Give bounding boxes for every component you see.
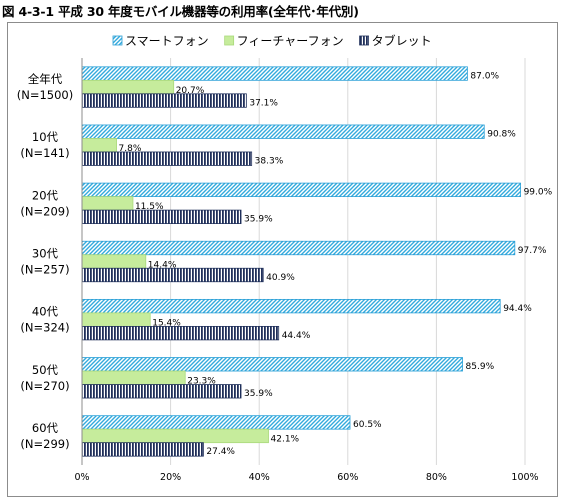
- x-tick-label: 20%: [160, 472, 181, 483]
- data-label: 44.4%: [282, 331, 311, 341]
- data-label: 27.4%: [206, 447, 235, 457]
- bar: [81, 312, 151, 327]
- bar: [81, 93, 247, 108]
- category-label: 10代: [32, 130, 59, 144]
- legend-label: フィーチャーフォン: [237, 34, 344, 48]
- x-tick-label: 100%: [511, 472, 538, 483]
- data-label: 23.3%: [187, 377, 216, 387]
- axes: 0% 20% 40% 60% 80% 100% 全年代 (N=1500) 10代 (N=141) 2…: [17, 58, 539, 483]
- bar: [81, 66, 468, 81]
- data-label: 97.7%: [518, 246, 547, 256]
- gridlines: [170, 58, 526, 465]
- data-label: 35.9%: [244, 215, 273, 225]
- legend-swatch: [224, 35, 235, 46]
- category-label: 50代: [32, 363, 59, 377]
- category-sublabel: (N=299): [20, 437, 69, 451]
- chart-frame: [7, 22, 558, 497]
- legend-swatch: [359, 35, 369, 46]
- bar: [81, 79, 175, 95]
- bar: [81, 209, 242, 225]
- x-tick-label: 0%: [74, 472, 89, 483]
- category-sublabel: (N=324): [20, 321, 69, 335]
- bar: [81, 151, 253, 166]
- legend: スマートフォン フィーチャーフォン タブレット: [112, 33, 432, 48]
- data-label: 35.9%: [244, 389, 273, 399]
- category-sublabel: (N=270): [20, 379, 69, 393]
- data-label: 90.8%: [487, 129, 516, 139]
- data-label: 15.4%: [152, 318, 181, 328]
- category-label: 全年代: [28, 72, 63, 86]
- data-label: 14.4%: [148, 260, 177, 270]
- data-label: 40.9%: [266, 273, 295, 283]
- category-label: 20代: [32, 188, 59, 202]
- category-sublabel: (N=141): [20, 146, 69, 160]
- data-label: 7.8%: [119, 144, 142, 154]
- bar: [81, 357, 463, 372]
- bars: 87.0% 20.7% 37.1% 90.8% 7.8% 38.3% 99.0% 11.5% 3…: [81, 66, 553, 457]
- bar: [81, 298, 501, 314]
- bar: [81, 384, 242, 399]
- bar: [81, 240, 516, 256]
- data-label: 37.1%: [249, 98, 278, 108]
- category-sublabel: (N=1500): [17, 88, 73, 102]
- data-label: 94.4%: [503, 304, 532, 314]
- bar: [81, 370, 186, 385]
- data-label: 85.9%: [466, 362, 495, 372]
- bar: [81, 267, 264, 283]
- data-label: 20.7%: [176, 86, 205, 96]
- data-label: 11.5%: [135, 202, 164, 212]
- bar: [81, 138, 117, 153]
- data-label: 99.0%: [524, 188, 553, 198]
- legend-label: タブレット: [372, 33, 432, 48]
- data-label: 60.5%: [353, 420, 382, 430]
- category-label: 60代: [32, 421, 59, 435]
- bar: [81, 442, 204, 457]
- figure-title: 図 4-3-1 平成 30 年度モバイル機器等の利用率(全年代･年代別): [2, 4, 359, 19]
- x-tick-label: 80%: [426, 472, 447, 483]
- category-sublabel: (N=209): [20, 204, 69, 218]
- bar: [81, 325, 280, 341]
- category-label: 30代: [32, 247, 59, 261]
- legend-swatch: [112, 35, 123, 46]
- bar: [81, 254, 147, 269]
- bar: [81, 428, 269, 444]
- legend-label: スマートフォン: [125, 34, 209, 48]
- bar: [81, 124, 485, 139]
- bar: [81, 196, 134, 211]
- data-label: 87.0%: [470, 71, 499, 81]
- x-tick-label: 40%: [249, 472, 270, 483]
- data-label: 38.3%: [255, 156, 284, 166]
- category-sublabel: (N=257): [20, 263, 69, 277]
- data-label: 42.1%: [271, 435, 300, 445]
- x-tick-label: 60%: [337, 472, 358, 483]
- bar: [81, 415, 351, 430]
- bar: [81, 182, 521, 198]
- category-label: 40代: [32, 305, 59, 319]
